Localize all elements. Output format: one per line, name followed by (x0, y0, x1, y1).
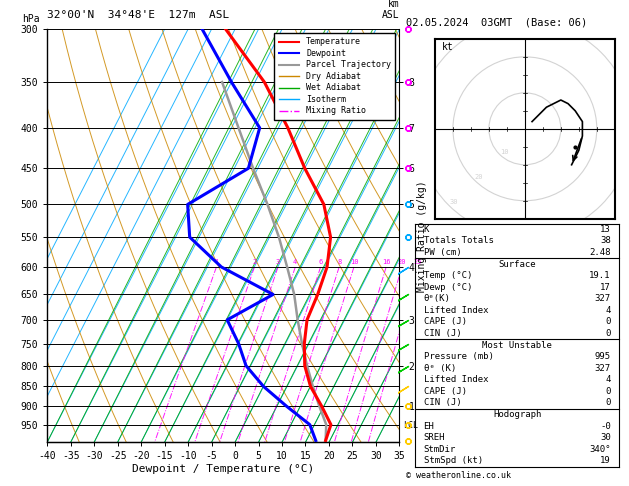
Text: StmDir: StmDir (423, 445, 456, 454)
Text: 2: 2 (252, 259, 257, 265)
Text: Most Unstable: Most Unstable (482, 341, 552, 349)
Text: 2.48: 2.48 (589, 248, 611, 257)
X-axis label: Dewpoint / Temperature (°C): Dewpoint / Temperature (°C) (132, 464, 314, 474)
Text: 340°: 340° (589, 445, 611, 454)
Text: kt: kt (442, 42, 454, 52)
Text: 38: 38 (600, 236, 611, 245)
Text: 4: 4 (293, 259, 298, 265)
Text: 1: 1 (214, 259, 218, 265)
Text: -0: -0 (600, 421, 611, 431)
Text: 16: 16 (382, 259, 391, 265)
Text: 20: 20 (474, 174, 483, 180)
Text: 30: 30 (600, 433, 611, 442)
Text: 25: 25 (414, 259, 422, 265)
Text: θᵉ (K): θᵉ (K) (423, 364, 456, 373)
Text: θᵉ(K): θᵉ(K) (423, 295, 450, 303)
Text: 20: 20 (398, 259, 406, 265)
Text: 19: 19 (600, 456, 611, 465)
Text: 30: 30 (449, 199, 458, 205)
Text: CAPE (J): CAPE (J) (423, 387, 467, 396)
Text: 32°00'N  34°48'E  127m  ASL: 32°00'N 34°48'E 127m ASL (47, 10, 230, 20)
Text: hPa: hPa (23, 14, 40, 24)
Text: StmSpd (kt): StmSpd (kt) (423, 456, 482, 465)
Text: 8: 8 (337, 259, 342, 265)
Text: PW (cm): PW (cm) (423, 248, 461, 257)
Text: CAPE (J): CAPE (J) (423, 317, 467, 327)
Legend: Temperature, Dewpoint, Parcel Trajectory, Dry Adiabat, Wet Adiabat, Isotherm, Mi: Temperature, Dewpoint, Parcel Trajectory… (274, 34, 395, 120)
Text: 6: 6 (318, 259, 323, 265)
Text: CIN (J): CIN (J) (423, 399, 461, 407)
Text: Lifted Index: Lifted Index (423, 306, 488, 315)
Text: 0: 0 (606, 399, 611, 407)
Text: 4: 4 (606, 375, 611, 384)
Text: 995: 995 (594, 352, 611, 361)
Text: K: K (423, 225, 429, 234)
Text: LCL: LCL (403, 421, 418, 430)
Text: 17: 17 (600, 283, 611, 292)
Text: km
ASL: km ASL (382, 0, 399, 20)
Text: 19.1: 19.1 (589, 271, 611, 280)
Text: 0: 0 (606, 317, 611, 327)
Text: EH: EH (423, 421, 434, 431)
Text: © weatheronline.co.uk: © weatheronline.co.uk (406, 471, 511, 480)
Y-axis label: Mixing Ratio (g/kg): Mixing Ratio (g/kg) (417, 180, 427, 292)
Text: Dewp (°C): Dewp (°C) (423, 283, 472, 292)
Text: 327: 327 (594, 295, 611, 303)
Text: 0: 0 (606, 387, 611, 396)
Text: 10: 10 (499, 149, 508, 155)
Text: 13: 13 (600, 225, 611, 234)
Text: 4: 4 (606, 306, 611, 315)
Text: CIN (J): CIN (J) (423, 329, 461, 338)
Text: Surface: Surface (498, 260, 536, 269)
Text: 3: 3 (276, 259, 280, 265)
Text: Totals Totals: Totals Totals (423, 236, 493, 245)
Text: Lifted Index: Lifted Index (423, 375, 488, 384)
Text: 0: 0 (606, 329, 611, 338)
Text: SREH: SREH (423, 433, 445, 442)
Text: 10: 10 (350, 259, 358, 265)
Text: 327: 327 (594, 364, 611, 373)
Text: Hodograph: Hodograph (493, 410, 542, 419)
Text: Temp (°C): Temp (°C) (423, 271, 472, 280)
Text: Pressure (mb): Pressure (mb) (423, 352, 493, 361)
Text: 02.05.2024  03GMT  (Base: 06): 02.05.2024 03GMT (Base: 06) (406, 17, 587, 27)
